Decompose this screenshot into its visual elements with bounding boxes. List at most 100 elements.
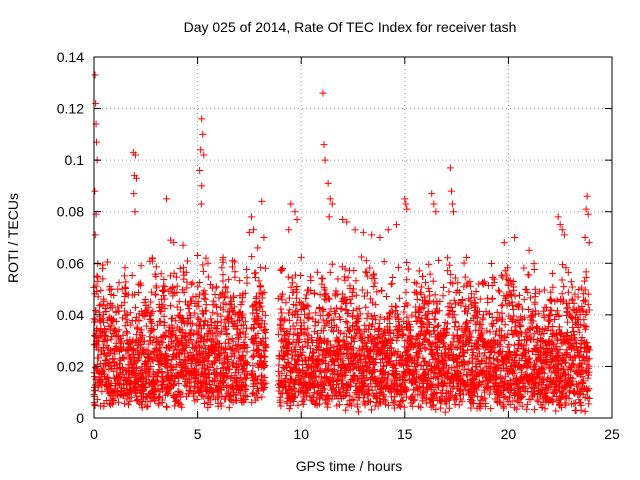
data-point	[560, 296, 568, 304]
data-point	[476, 350, 484, 358]
data-point	[578, 334, 586, 342]
data-point	[426, 292, 434, 300]
data-point	[415, 314, 423, 322]
data-point	[549, 283, 557, 291]
data-point	[392, 307, 400, 315]
data-point	[429, 348, 437, 356]
data-point	[362, 303, 370, 311]
data-point	[161, 304, 169, 312]
data-point	[180, 264, 188, 272]
data-point	[283, 343, 291, 351]
data-point	[144, 402, 152, 410]
data-point	[186, 332, 194, 340]
data-point	[476, 320, 484, 328]
data-point	[335, 388, 343, 396]
data-point	[224, 339, 232, 347]
data-point	[571, 335, 579, 343]
data-point	[362, 257, 370, 265]
data-point	[292, 392, 300, 400]
data-point	[131, 291, 139, 299]
data-point	[184, 257, 192, 265]
data-point	[327, 305, 335, 313]
data-point	[414, 335, 422, 343]
data-point	[229, 292, 237, 300]
data-point	[404, 301, 412, 309]
data-point	[150, 325, 158, 333]
data-point	[336, 329, 344, 337]
data-point	[164, 389, 172, 397]
data-point	[161, 319, 169, 327]
data-point	[137, 333, 145, 341]
data-point	[334, 275, 342, 283]
data-point	[431, 291, 439, 299]
data-point	[296, 387, 304, 395]
data-point	[198, 182, 206, 190]
data-point	[98, 315, 106, 323]
data-point	[354, 403, 362, 411]
data-point	[200, 400, 208, 408]
data-point	[316, 400, 324, 408]
data-point	[565, 394, 573, 402]
data-point	[241, 375, 249, 383]
data-point	[451, 274, 459, 282]
data-point	[297, 271, 305, 279]
data-point	[370, 270, 378, 278]
data-point	[202, 307, 210, 315]
data-point	[429, 401, 437, 409]
data-point	[319, 305, 327, 313]
data-point	[567, 278, 575, 286]
data-point	[350, 337, 358, 345]
data-point	[416, 373, 424, 381]
data-point	[299, 348, 307, 356]
data-point	[289, 279, 297, 287]
data-point	[355, 315, 363, 323]
data-point	[204, 273, 212, 281]
data-point	[466, 278, 474, 286]
data-point	[366, 264, 374, 272]
data-point	[435, 375, 443, 383]
data-point	[251, 269, 259, 277]
data-point	[480, 278, 488, 286]
data-point	[251, 335, 259, 343]
data-point	[93, 396, 101, 404]
data-point	[195, 329, 203, 337]
data-point	[242, 396, 250, 404]
data-point	[538, 386, 546, 394]
data-point	[558, 403, 566, 411]
data-point	[177, 393, 185, 401]
data-point	[175, 379, 183, 387]
data-point	[508, 301, 516, 309]
data-point	[344, 309, 352, 317]
data-point	[388, 360, 396, 368]
data-point	[145, 340, 153, 348]
data-point	[384, 401, 392, 409]
data-point	[260, 327, 268, 335]
data-point	[578, 284, 586, 292]
data-point	[326, 268, 334, 276]
data-point	[406, 352, 414, 360]
data-point	[579, 307, 587, 315]
data-point	[358, 362, 366, 370]
data-point	[431, 316, 439, 324]
data-point	[428, 345, 436, 353]
data-point	[554, 213, 562, 221]
data-point	[192, 293, 200, 301]
data-point	[438, 386, 446, 394]
data-point	[489, 295, 497, 303]
data-point	[279, 324, 287, 332]
data-point	[424, 308, 432, 316]
data-point	[318, 280, 326, 288]
data-point	[166, 272, 174, 280]
data-point	[328, 200, 336, 208]
data-point	[585, 395, 593, 403]
data-point	[371, 365, 379, 373]
data-point	[403, 385, 411, 393]
data-point	[299, 400, 307, 408]
data-point	[569, 327, 577, 335]
data-point	[540, 314, 548, 322]
data-point	[199, 130, 207, 138]
data-point	[383, 292, 391, 300]
data-point	[190, 392, 198, 400]
data-point	[203, 374, 211, 382]
data-point	[421, 358, 429, 366]
